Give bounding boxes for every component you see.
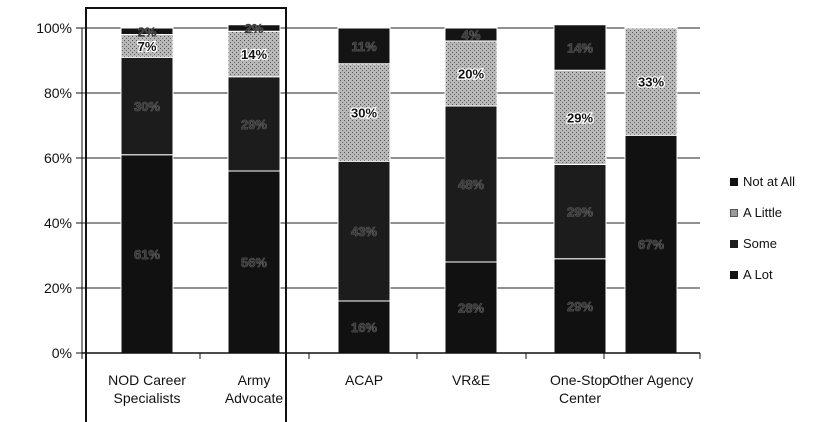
legend-swatch [730, 208, 738, 217]
data-label: 33% [638, 75, 664, 90]
data-label: 16% [351, 320, 377, 335]
y-tick-label: 100% [36, 20, 72, 36]
legend-item-not-at-all: Not at All [730, 166, 795, 197]
bar-segment [444, 105, 498, 263]
x-axis: NOD Career Specialists Army Advocate ACAP VR&… [81, 352, 701, 406]
y-axis: 0% 20% 40% 60% 80% 100% [36, 20, 83, 361]
legend-item-a-little: A Little [730, 197, 795, 228]
bar-segment [337, 300, 391, 354]
y-tick-label: 0% [52, 345, 72, 361]
legend-label: A Lot [743, 267, 773, 282]
bar-segment [337, 27, 391, 65]
x-tick-label: One-Stop Center [550, 372, 610, 406]
data-label: 4% [462, 28, 481, 43]
x-tick-label: VR&E [452, 372, 490, 388]
data-label: 11% [351, 39, 377, 54]
data-label: 28% [458, 301, 484, 316]
x-tick-label: ACAP [345, 372, 383, 388]
bar-segment [444, 261, 498, 354]
legend-label: Not at All [743, 174, 796, 189]
data-label: 14% [567, 41, 593, 56]
bar-segment [120, 27, 174, 35]
data-label: 30% [351, 106, 377, 121]
y-tick-label: 40% [44, 215, 72, 231]
legend-swatch [730, 270, 738, 279]
bar-segment [337, 63, 391, 162]
x-tick-label: NOD Career Specialists [108, 372, 186, 406]
y-tick-label: 20% [44, 280, 72, 296]
legend: Not at All A Little Some A Lot [730, 166, 795, 290]
data-label: 2% [245, 21, 264, 36]
bar-segment [227, 24, 281, 32]
data-label: 7% [138, 39, 157, 54]
bar-segment [553, 24, 607, 71]
data-label: 30% [134, 99, 160, 114]
data-label: 14% [241, 47, 267, 62]
legend-label: Some [743, 236, 777, 251]
data-label: 67% [638, 237, 664, 252]
bar-segment [553, 164, 607, 260]
legend-label: A Little [743, 205, 783, 220]
legend-swatch [730, 239, 738, 248]
bar-segment [553, 69, 607, 165]
data-label: 2% [138, 24, 157, 39]
bar-segment [553, 258, 607, 354]
data-label: 61% [134, 247, 160, 262]
bars: 61%30%7%2%56%29%14%2%16%43%30%11%28%48%2… [120, 21, 678, 354]
data-label: 20% [458, 67, 484, 82]
bar-segment [624, 27, 678, 136]
data-label: 29% [567, 205, 593, 220]
y-tick-label: 60% [44, 150, 72, 166]
x-tick-label: Army Advocate [225, 372, 284, 406]
bar-segment [444, 27, 498, 42]
data-label: 48% [458, 177, 484, 192]
highlight-box [85, 7, 287, 422]
data-label: 29% [241, 117, 267, 132]
bar-segment [120, 154, 174, 354]
bar-segment [227, 170, 281, 354]
data-label: 29% [567, 110, 593, 125]
legend-item-some: Some [730, 228, 795, 259]
legend-item-a-lot: A Lot [730, 259, 795, 290]
data-label: 43% [351, 224, 377, 239]
bar-segment [337, 160, 391, 302]
data-label: 29% [567, 299, 593, 314]
data-label: 56% [241, 255, 267, 270]
grid-lines [82, 27, 700, 289]
legend-swatch [730, 177, 738, 186]
y-tick-label: 80% [44, 85, 72, 101]
x-tick-label: Other Agency [609, 372, 694, 388]
bar-segment [444, 40, 498, 107]
